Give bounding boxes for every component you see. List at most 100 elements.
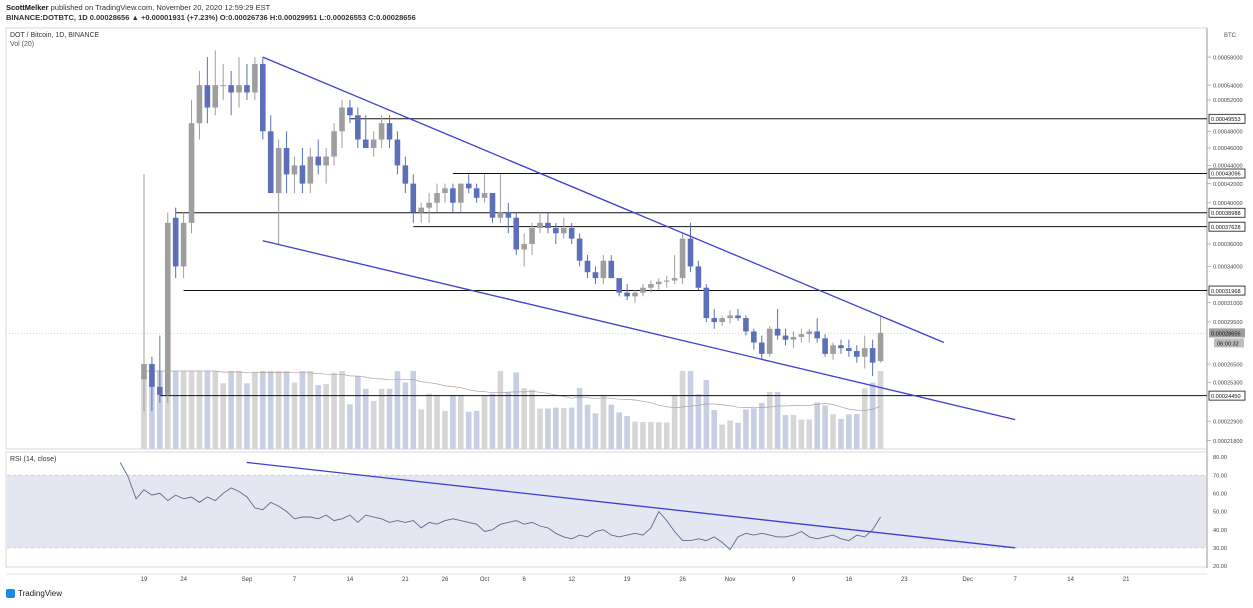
- volume-bar: [315, 385, 322, 449]
- candle-body: [505, 212, 512, 218]
- candle-body: [695, 266, 702, 288]
- rsi-tick-label: 80.00: [1213, 455, 1227, 461]
- candle-body: [347, 107, 353, 116]
- volume-bar: [743, 409, 749, 449]
- volume-bar: [560, 408, 567, 449]
- candle-body: [608, 260, 615, 279]
- time-tick-label: 7: [1014, 577, 1018, 583]
- candle-body: [521, 244, 527, 250]
- volume-bar: [473, 411, 480, 449]
- last-price-label: 0.00028656: [1211, 331, 1241, 337]
- candle-body: [854, 350, 860, 357]
- volume-bar: [370, 401, 377, 449]
- price-tick-label: 0.00026500: [1213, 362, 1243, 368]
- volume-bar: [291, 382, 298, 449]
- volume-bar: [212, 371, 219, 449]
- volume-bar: [481, 396, 488, 449]
- candle-body: [774, 328, 781, 336]
- volume-bar: [695, 394, 702, 449]
- volume-bar: [608, 404, 615, 449]
- candle-body: [489, 193, 496, 218]
- candle-body: [616, 278, 622, 293]
- level-price-label: 0.00043096: [1211, 172, 1241, 178]
- volume-bar: [180, 371, 187, 449]
- last-price-box: [1209, 328, 1245, 338]
- candle-body: [600, 260, 607, 279]
- candle-body: [164, 222, 171, 395]
- volume-bar: [410, 371, 417, 449]
- price-tick-label: 0.00025300: [1213, 380, 1243, 386]
- tradingview-brand[interactable]: TradingView: [6, 589, 62, 598]
- level-price-box: [1208, 207, 1246, 218]
- time-tick-label: 19: [141, 577, 148, 583]
- countdown-label: 06:00:32: [1217, 341, 1239, 347]
- volume-bar: [671, 394, 678, 449]
- rsi-line: [119, 462, 881, 551]
- price-tick-label: 0.00042000: [1213, 182, 1243, 188]
- candle-body: [719, 318, 725, 323]
- volume-bar: [378, 388, 385, 449]
- candle-body: [418, 207, 424, 213]
- price-tick-label: 0.00029500: [1213, 320, 1243, 326]
- volume-bar: [861, 388, 868, 449]
- level-price-label: 0.00049553: [1211, 117, 1241, 123]
- candle-body: [711, 318, 718, 323]
- candle-body: [228, 85, 234, 93]
- time-tick-label: Oct: [480, 577, 490, 583]
- candle-body: [758, 342, 765, 354]
- candle-body: [141, 364, 147, 380]
- volume-bar: [877, 371, 884, 449]
- volume-bar: [766, 392, 773, 449]
- price-tick-label: 0.00054000: [1213, 83, 1243, 89]
- publish-info: ScottMelker published on TradingView.com…: [6, 3, 270, 12]
- volume-bar: [592, 413, 599, 449]
- volume-bar: [838, 418, 844, 449]
- time-tick-label: 12: [568, 577, 575, 583]
- volume-bar: [711, 409, 718, 449]
- volume-bar: [703, 379, 710, 449]
- volume-bar: [632, 421, 638, 449]
- volume-bar: [758, 402, 765, 449]
- volume-bar: [521, 388, 527, 449]
- volume-bar: [275, 371, 282, 449]
- candle-body: [291, 165, 298, 175]
- level-price-box: [1208, 168, 1246, 179]
- price-tick-label: 0.00058000: [1213, 55, 1243, 61]
- volume-ma-line: [144, 370, 881, 411]
- candle-body: [180, 222, 187, 267]
- volume-bar: [727, 420, 733, 449]
- time-tick-label: 16: [846, 577, 853, 583]
- volume-bar: [568, 407, 575, 449]
- candle-body: [307, 156, 314, 184]
- candle-body: [299, 165, 306, 184]
- volume-bar: [624, 416, 630, 449]
- volume-bar: [458, 394, 464, 449]
- price-tick-label: 0.00052000: [1213, 98, 1243, 104]
- candle-body: [339, 107, 345, 132]
- volume-bar: [347, 404, 353, 449]
- candle-body: [553, 228, 559, 234]
- level-price-box: [1208, 221, 1246, 232]
- volume-bar: [244, 383, 250, 449]
- candle-body: [743, 318, 749, 332]
- candle-body: [196, 85, 203, 124]
- volume-bar: [386, 388, 393, 449]
- candle-body: [838, 345, 844, 349]
- volume-bar: [196, 371, 203, 449]
- candle-body: [434, 193, 440, 203]
- brand-label: TradingView: [18, 589, 63, 598]
- price-tick-label: 0.00031000: [1213, 301, 1243, 307]
- time-tick-label: 14: [1067, 577, 1074, 583]
- volume-bar: [869, 382, 876, 449]
- volume-bar: [529, 389, 535, 449]
- rsi-tick-label: 50.00: [1213, 510, 1227, 516]
- candle-body: [244, 85, 250, 93]
- volume-bar: [822, 405, 828, 449]
- time-tick-label: 21: [1123, 577, 1130, 583]
- volume-bar: [814, 402, 820, 449]
- volume-bar: [751, 408, 757, 449]
- volume-bar: [616, 412, 622, 449]
- volume-bar: [442, 411, 448, 449]
- volume-label: Vol (20): [10, 41, 34, 48]
